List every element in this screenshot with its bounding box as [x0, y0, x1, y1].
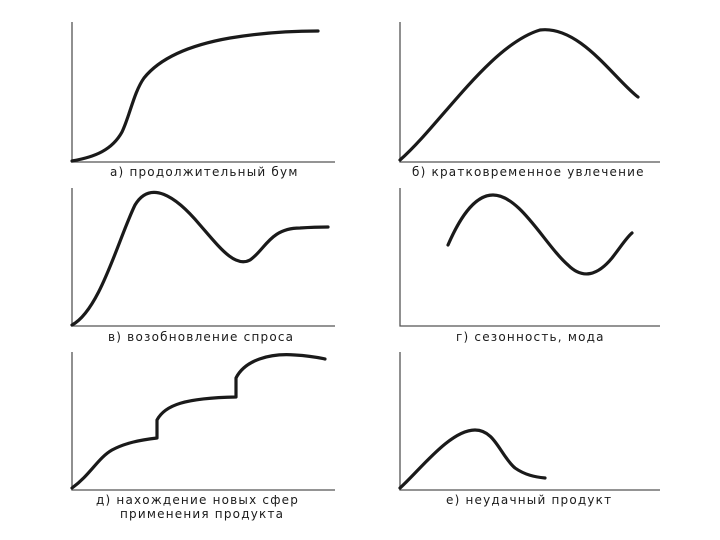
panel-c-curve	[70, 191, 330, 327]
panel-c-axes	[71, 188, 335, 327]
panel-b-caption: б) кратковременное увлечение	[412, 165, 645, 179]
panel-new-applications: д) нахождение новых сфер применения прод…	[70, 352, 335, 521]
panel-e-curve	[70, 353, 327, 490]
panel-c-caption: в) возобновление спроса	[108, 330, 294, 344]
panel-f-axes	[399, 352, 660, 491]
panel-failed-product: е) неудачный продукт	[398, 352, 660, 507]
panel-seasonality-fashion: г) сезонность, мода	[399, 188, 660, 344]
panel-f-curve	[398, 428, 547, 490]
panel-short-fad: б) кратковременное увлечение	[398, 22, 660, 179]
panel-d-curve	[446, 193, 634, 276]
panel-b-axes	[399, 22, 660, 163]
panel-d-axes	[399, 188, 660, 327]
panel-a-curve	[70, 29, 320, 163]
panel-prolonged-boom: а) продолжительный бум	[70, 22, 335, 179]
panel-demand-revival: в) возобновление спроса	[70, 188, 335, 344]
panel-d-caption: г) сезонность, мода	[456, 330, 605, 344]
panel-e-axes	[71, 352, 335, 491]
panel-e-caption-line-1: д) нахождение новых сфер	[96, 493, 299, 507]
panel-f-caption: е) неудачный продукт	[446, 493, 612, 507]
panel-a-caption: а) продолжительный бум	[110, 165, 299, 179]
panel-e-caption-line-2: применения продукта	[120, 507, 284, 521]
panel-b-curve	[398, 28, 640, 162]
